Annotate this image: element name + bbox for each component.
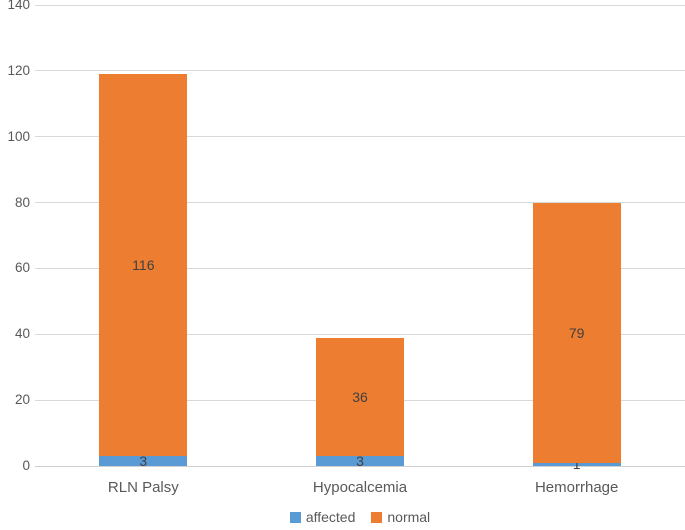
- y-axis-tick-label: 100: [7, 128, 30, 144]
- y-axis-tick-label: 60: [14, 260, 30, 276]
- y-axis-tick-label: 0: [22, 458, 30, 473]
- legend-label: normal: [387, 509, 431, 525]
- category-label: RLN Palsy: [107, 479, 179, 496]
- gridline: [35, 136, 685, 138]
- bar-segment-affected: [99, 456, 188, 466]
- legend-item-affected: affected: [289, 509, 356, 525]
- legend-swatch-normal: [371, 511, 383, 523]
- y-axis-tick-label: 20: [14, 392, 30, 408]
- gridline: [35, 70, 685, 72]
- x-axis-line: [35, 465, 685, 467]
- bar-value-label: 3: [139, 453, 148, 470]
- bar-segment-normal: [99, 74, 188, 457]
- bar-value-label: 79: [568, 324, 585, 341]
- bar-segment-normal: [316, 337, 404, 457]
- gridline: [35, 333, 685, 335]
- bar-value-label: 3: [356, 453, 364, 470]
- y-axis-tick-label: 120: [7, 62, 30, 78]
- bar-segment-affected: [532, 462, 621, 466]
- y-axis-tick-label: 40: [14, 326, 30, 342]
- bar-segment-affected: [316, 456, 404, 466]
- legend-item-normal: normal: [371, 509, 430, 525]
- category-label: Hemorrhage: [534, 479, 619, 496]
- y-axis-tick-label: 140: [7, 0, 30, 12]
- gridline: [35, 202, 685, 204]
- bar-segment-normal: [532, 202, 621, 463]
- bar-value-label: 36: [352, 388, 368, 405]
- gridline: [35, 4, 685, 6]
- bar-value-label: 1: [572, 456, 581, 473]
- legend-swatch-affected: [289, 511, 301, 523]
- legend: affected normal: [35, 509, 685, 525]
- category-label: Hypocalcemia: [312, 479, 408, 496]
- bar-value-label: 116: [132, 257, 155, 274]
- legend-label: affected: [305, 509, 356, 525]
- y-axis-tick-label: 80: [14, 194, 30, 210]
- gridline: [35, 267, 685, 269]
